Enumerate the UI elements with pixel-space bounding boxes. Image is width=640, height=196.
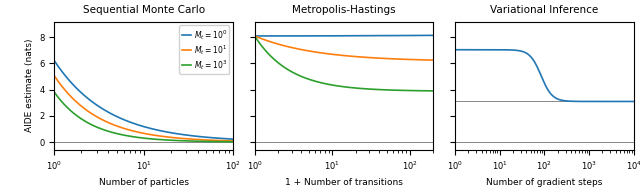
$M_t = 10^0$ [163, 131, 171, 133]
$M_t = 10^1$ [72, 100, 80, 103]
$M_t = 10^3$ [180, 140, 188, 142]
$M_t = 10^3$ [51, 91, 58, 93]
$M_t = 10^1$ [229, 140, 237, 142]
$M_t = 10^1$ [180, 137, 188, 140]
Y-axis label: AIDE estimate (nats): AIDE estimate (nats) [25, 39, 34, 132]
Line: $M_t = 10^3$: $M_t = 10^3$ [54, 92, 233, 142]
$M_t = 10^3$ [180, 140, 188, 142]
$M_t = 10^0$ [229, 138, 237, 140]
$M_t = 10^1$ [122, 128, 129, 130]
Title: Metropolis-Hastings: Metropolis-Hastings [292, 5, 396, 15]
$M_t = 10^0$ [122, 119, 129, 121]
Title: Variational Inference: Variational Inference [490, 5, 598, 15]
$M_t = 10^0$ [72, 86, 80, 89]
X-axis label: 1 + Number of transitions: 1 + Number of transitions [285, 178, 403, 187]
$M_t = 10^0$ [109, 113, 116, 116]
Title: Sequential Monte Carlo: Sequential Monte Carlo [83, 5, 205, 15]
$M_t = 10^3$ [229, 141, 237, 143]
$M_t = 10^1$ [180, 137, 188, 140]
X-axis label: Number of gradient steps: Number of gradient steps [486, 178, 602, 187]
$M_t = 10^1$ [163, 136, 171, 138]
$M_t = 10^3$ [163, 139, 171, 141]
$M_t = 10^0$ [180, 133, 188, 136]
Line: $M_t = 10^1$: $M_t = 10^1$ [54, 76, 233, 141]
Line: $M_t = 10^0$: $M_t = 10^0$ [54, 61, 233, 139]
$M_t = 10^3$ [122, 134, 129, 137]
$M_t = 10^3$ [72, 114, 80, 116]
$M_t = 10^1$ [51, 75, 58, 77]
$M_t = 10^1$ [109, 123, 116, 126]
$M_t = 10^0$ [51, 60, 58, 62]
$M_t = 10^3$ [109, 131, 116, 134]
X-axis label: Number of particles: Number of particles [99, 178, 189, 187]
$M_t = 10^0$ [180, 134, 188, 136]
Legend: $M_t = 10^0$, $M_t = 10^1$, $M_t = 10^3$: $M_t = 10^0$, $M_t = 10^1$, $M_t = 10^3$ [179, 25, 229, 74]
